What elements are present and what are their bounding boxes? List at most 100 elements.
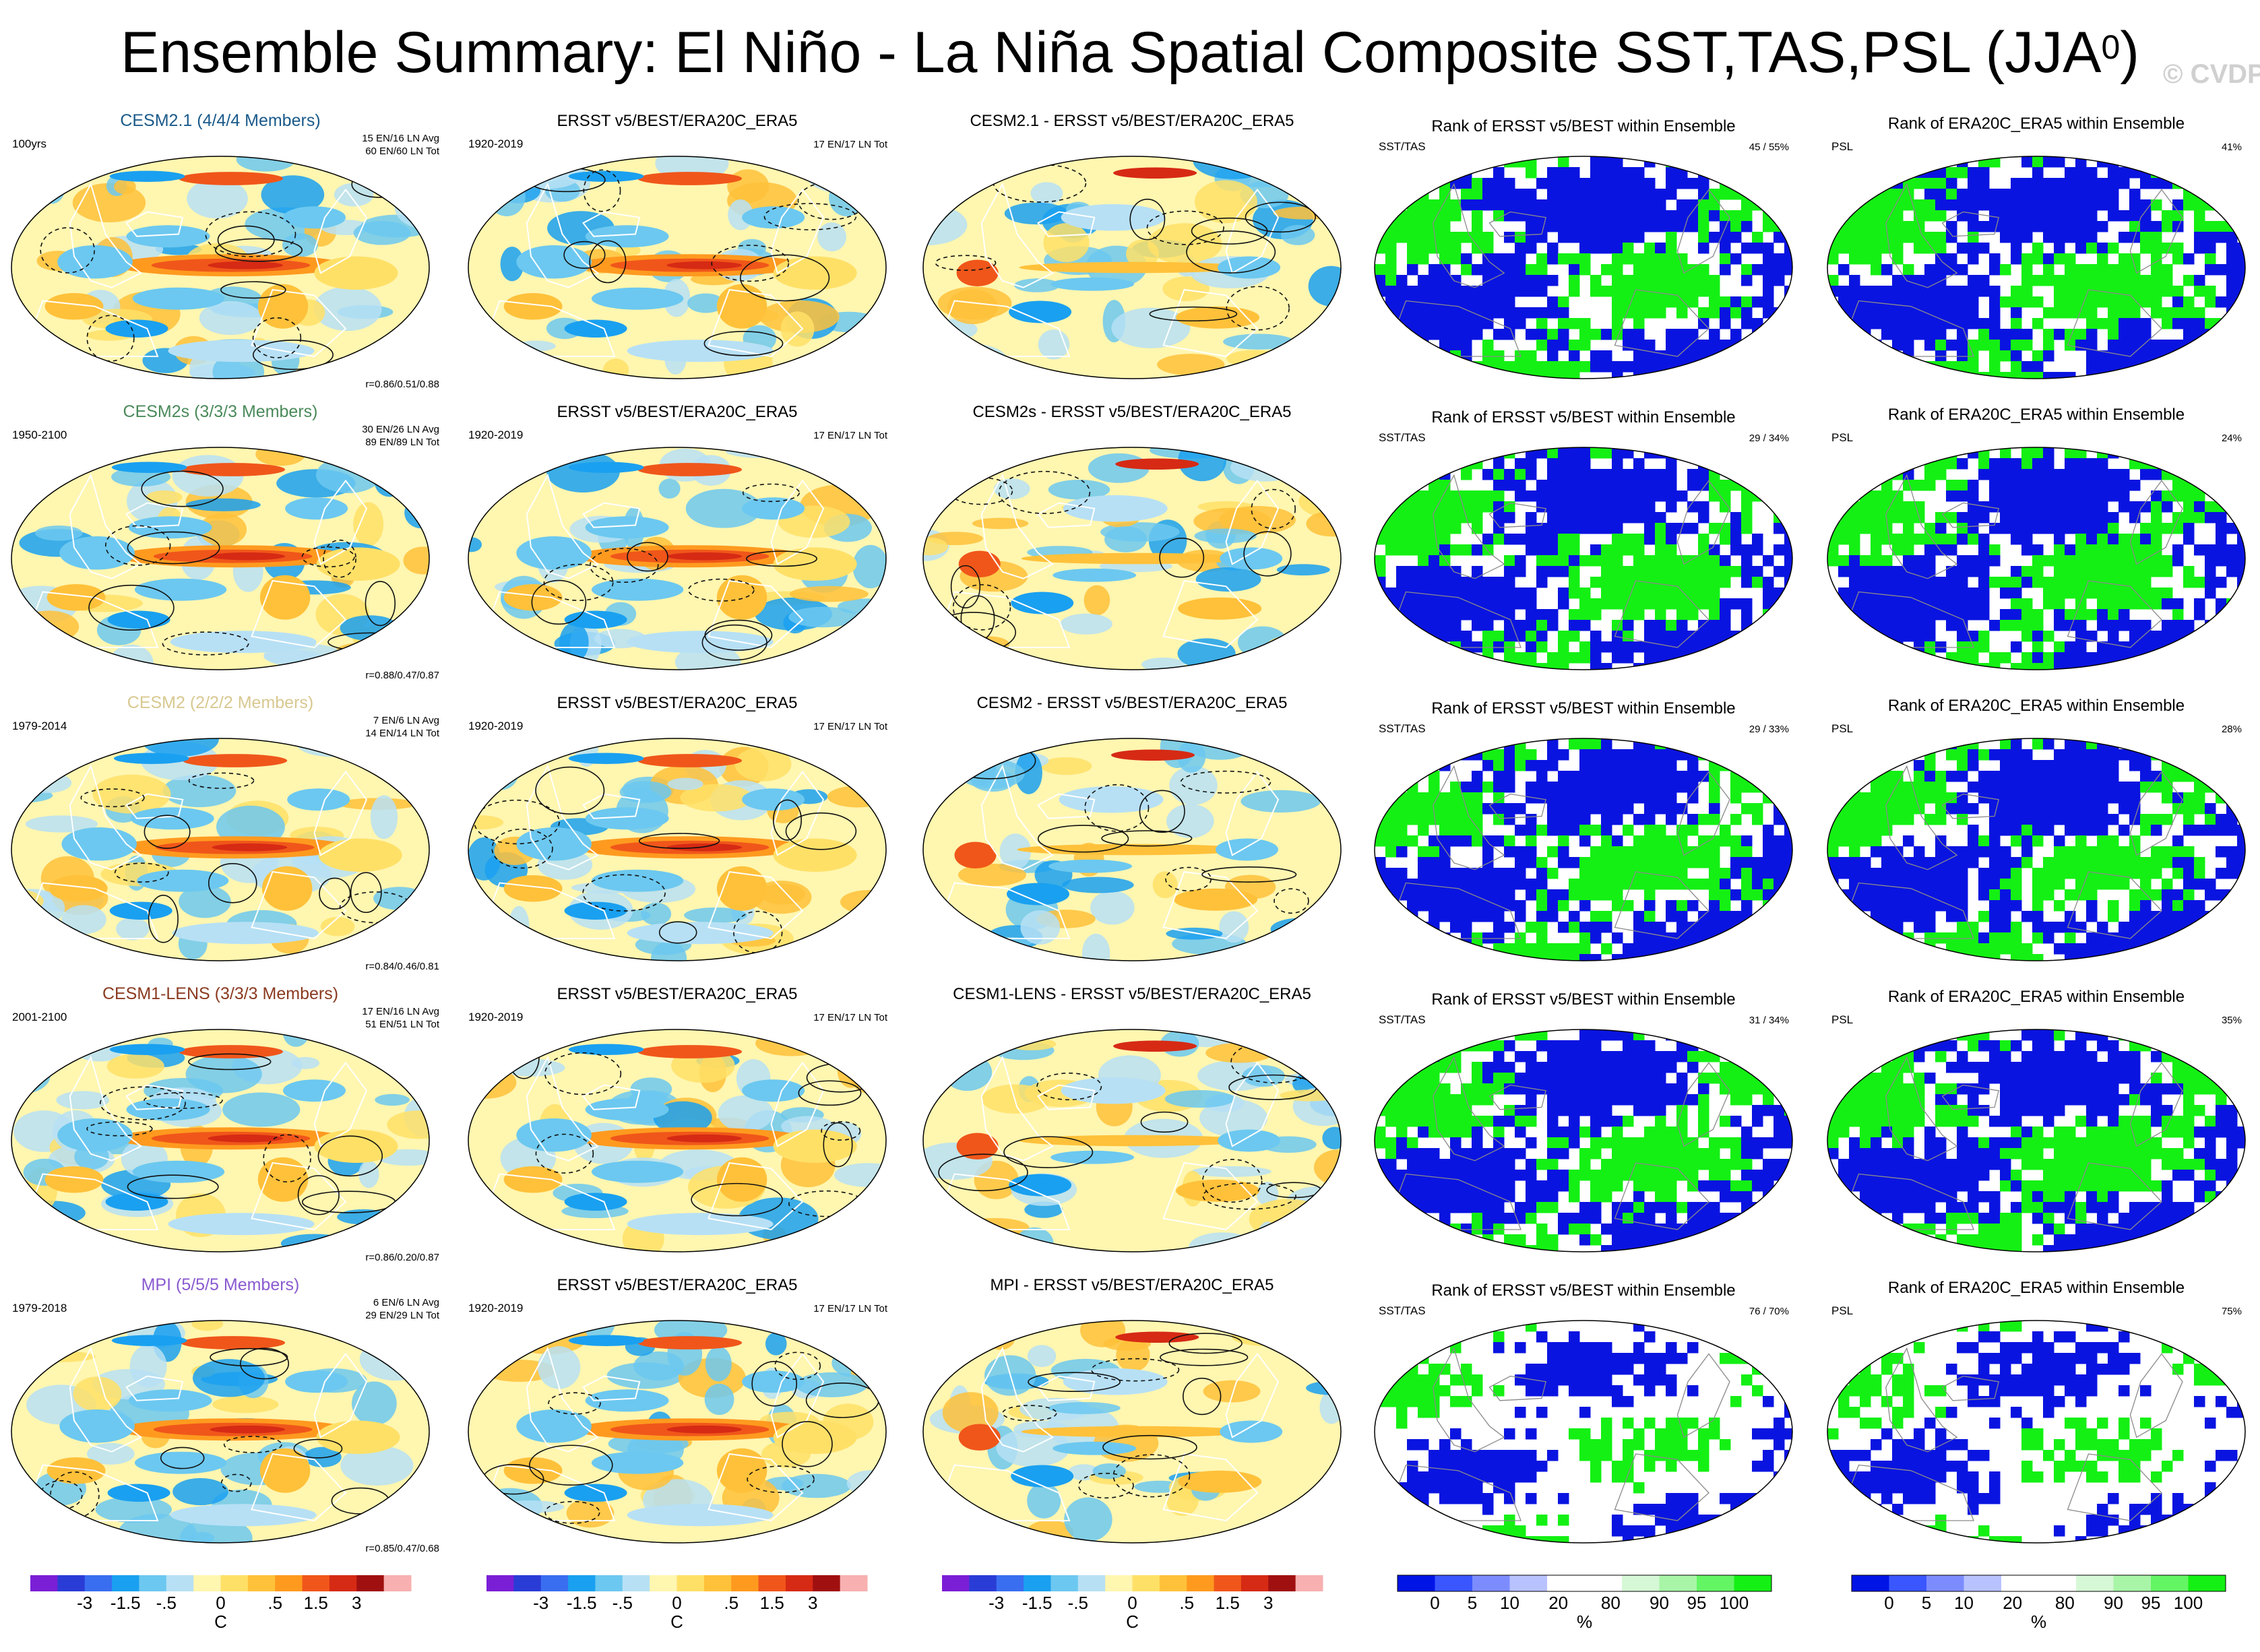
rank-cell	[1407, 609, 1418, 621]
rank-cell	[1472, 587, 1483, 599]
rank-cell	[1989, 189, 2001, 200]
rank-cell	[1547, 825, 1559, 836]
rank-cell	[1644, 1105, 1656, 1116]
anomaly-patch	[1216, 838, 1278, 861]
rank-cell	[1860, 879, 1871, 890]
rank-cell	[1612, 1062, 1623, 1073]
rank-cell	[2097, 609, 2108, 621]
rank-cell	[1590, 771, 1602, 782]
rank-cell	[1763, 555, 1774, 567]
anomaly-patch	[468, 1066, 517, 1099]
psl-contour	[1149, 306, 1238, 322]
rank-cell	[2140, 825, 2152, 836]
rank-cell	[2151, 340, 2162, 351]
rank-cell	[1623, 286, 1634, 297]
rank-cell	[1720, 825, 1731, 836]
rank-cell	[1536, 641, 1548, 653]
rank-cell	[1633, 232, 1645, 243]
rank-cell	[2151, 221, 2162, 232]
rank-cell	[1978, 566, 1990, 577]
psl-contour	[1140, 1111, 1189, 1133]
rank-cell	[1472, 1029, 1483, 1041]
rank-cell	[2043, 738, 2054, 750]
rank-cell	[1482, 490, 1494, 502]
rank-cell	[1558, 943, 1569, 955]
rank-cell	[1903, 911, 1914, 922]
rank-cell	[2097, 534, 2108, 545]
rank-cell	[1439, 253, 1451, 265]
rank-cell	[2021, 577, 2033, 588]
rank-cell	[2021, 458, 2033, 470]
rank-cell	[1461, 911, 1472, 922]
rank-cell	[1375, 340, 1386, 351]
rank-cell	[2151, 631, 2162, 642]
rank-cell	[1482, 1073, 1494, 1084]
rank-cell	[1827, 922, 1839, 933]
rank-cell	[1536, 286, 1548, 297]
rank-cell	[1439, 566, 1451, 577]
rank-cell	[1385, 534, 1397, 545]
rank-cell	[1482, 846, 1494, 858]
rank-cell	[2000, 771, 2011, 782]
rank-cell	[2151, 598, 2162, 610]
anomaly-patch	[488, 177, 526, 217]
rank-cell	[1763, 922, 1774, 933]
rank-cell	[2000, 577, 2011, 588]
rank-cell	[2011, 738, 2022, 750]
anomaly-patch	[282, 233, 318, 257]
rank-cell	[1601, 447, 1612, 459]
rank-cell	[1579, 835, 1591, 847]
anomaly-patch	[923, 745, 987, 769]
rank-cell	[1838, 771, 1850, 782]
rank-cell	[2183, 889, 2195, 901]
rank-cell	[1709, 275, 1720, 286]
rank-cell	[1407, 372, 1418, 379]
rank-cell	[2194, 232, 2205, 243]
rank-cell	[2032, 825, 2044, 836]
anomaly-patch	[503, 1166, 563, 1193]
rank-cell	[1881, 512, 1893, 523]
rank-cell	[1493, 275, 1505, 286]
rank-cell	[1385, 1116, 1397, 1127]
rank-cell	[1482, 760, 1494, 771]
rank-cell	[1892, 199, 1904, 211]
rank-cell	[1439, 631, 1451, 642]
rank-cell	[1515, 210, 1526, 222]
rank-cell	[1730, 221, 1742, 232]
rank-cell	[1655, 566, 1666, 577]
rank-cell	[1655, 846, 1666, 858]
rank-cell	[1623, 199, 1634, 211]
rank-cell	[1968, 480, 1979, 491]
rank-cell	[1924, 587, 1936, 599]
rank-cell	[2172, 868, 2184, 879]
events-tot: 17 EN/17 LN Tot	[813, 430, 888, 441]
map-border	[1827, 738, 2246, 961]
rank-cell	[2183, 275, 2195, 286]
rank-cell	[1903, 296, 1914, 308]
rank-cell	[1903, 199, 1914, 211]
rank-cell	[2021, 275, 2033, 286]
rank-cell	[1612, 889, 1623, 901]
rank-cell	[1579, 232, 1591, 243]
rank-cell	[2226, 598, 2238, 610]
rank-cell	[2086, 243, 2098, 254]
rank-cell	[1504, 771, 1515, 782]
rank-cell	[2205, 760, 2216, 771]
rank-cell	[1709, 771, 1720, 782]
rank-cell	[1558, 846, 1569, 858]
rank-cell	[2086, 814, 2098, 825]
rank-cell	[1623, 771, 1634, 782]
rank-cell	[1720, 577, 1731, 588]
coastline	[1941, 211, 2000, 237]
rank-cell	[1526, 1105, 1537, 1116]
rank-cell	[1633, 760, 1645, 771]
rank-cell	[1396, 620, 1408, 631]
rank-cell	[1709, 286, 1720, 297]
rank-cell	[1946, 534, 1957, 545]
rank-cell	[2151, 544, 2162, 556]
rank-cell	[1536, 631, 1548, 642]
rank-cell	[1881, 846, 1893, 858]
rank-cell	[1623, 469, 1634, 480]
rank-cell	[1536, 253, 1548, 265]
rank-cell	[1558, 307, 1569, 319]
